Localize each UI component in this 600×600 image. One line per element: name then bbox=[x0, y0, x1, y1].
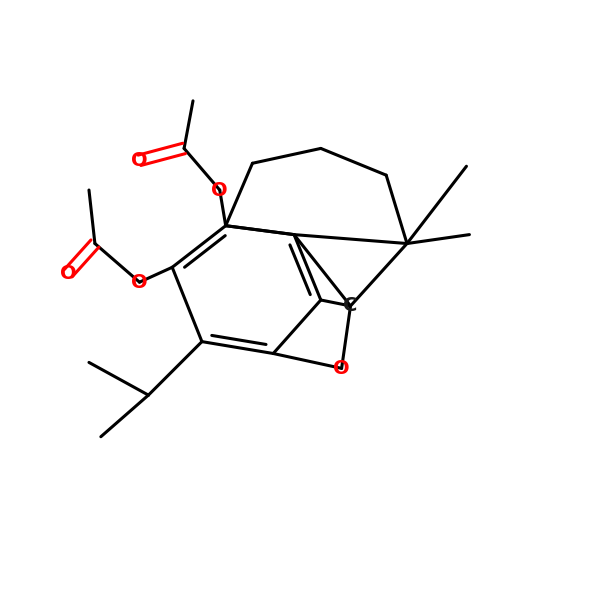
Text: O: O bbox=[131, 272, 148, 292]
Text: O: O bbox=[211, 181, 228, 200]
Text: C: C bbox=[343, 296, 358, 316]
Text: O: O bbox=[131, 151, 148, 170]
Text: O: O bbox=[333, 359, 350, 378]
Text: O: O bbox=[60, 264, 76, 283]
